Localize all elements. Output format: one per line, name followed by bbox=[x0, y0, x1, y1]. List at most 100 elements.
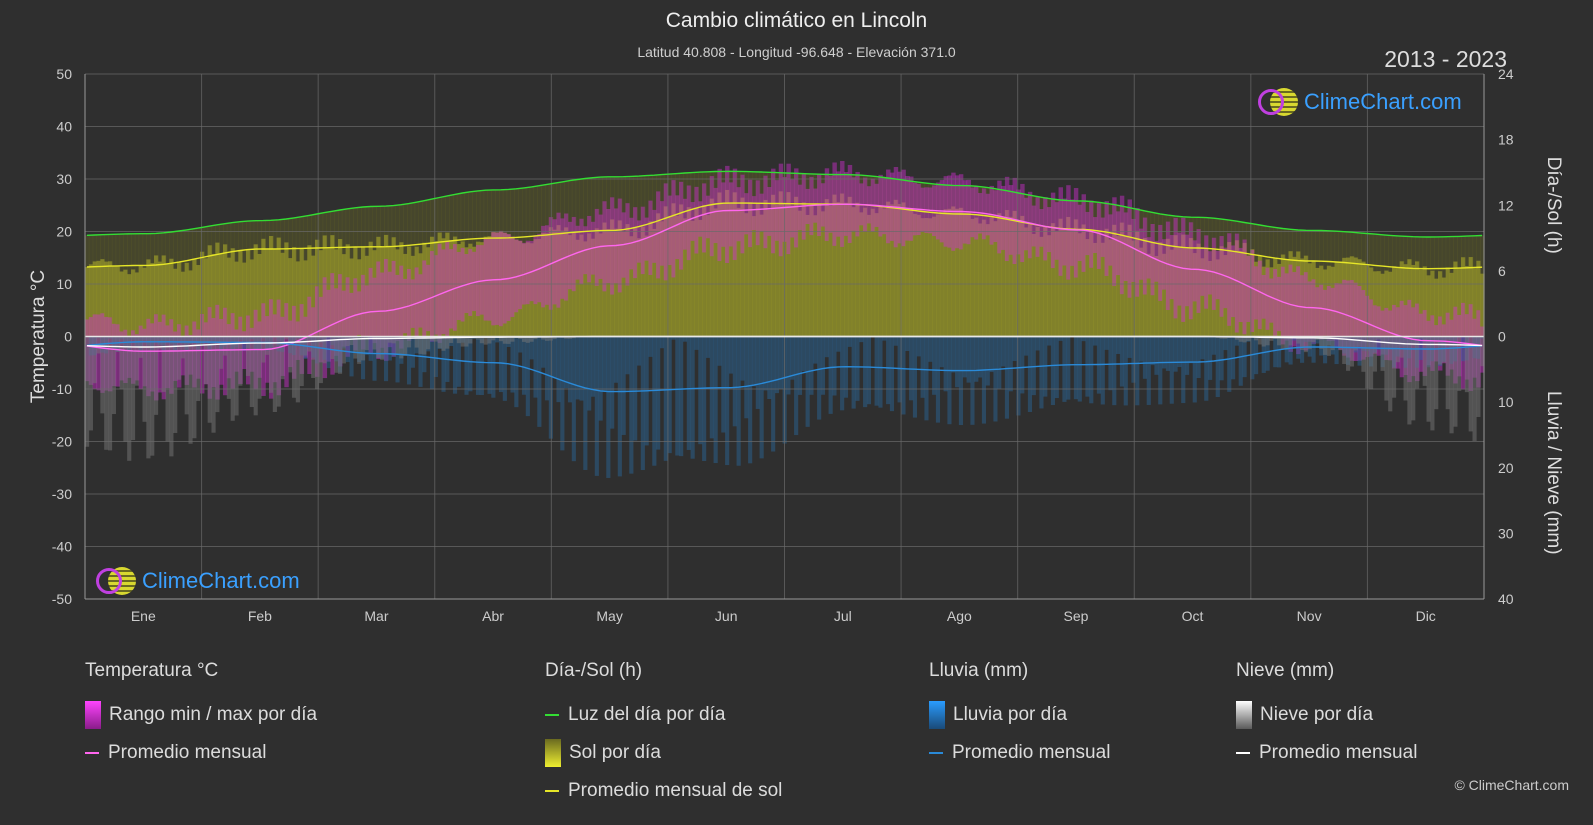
legend-header: Lluvia (mm) bbox=[929, 660, 1029, 681]
sunshine-bar bbox=[1349, 256, 1355, 337]
snow-bar bbox=[150, 336, 155, 456]
sunshine-bar bbox=[985, 224, 991, 337]
rain-bar bbox=[935, 336, 941, 423]
temp-range-bar bbox=[1173, 217, 1178, 319]
legend-temperature: Temperatura °C Rango min / max por día P… bbox=[85, 660, 317, 772]
sunshine-bar bbox=[1250, 249, 1255, 337]
sunshine-bar bbox=[1154, 255, 1159, 337]
legend-label: Promedio mensual bbox=[1259, 742, 1418, 763]
temp-avg-swatch bbox=[85, 752, 99, 754]
sunshine-bar bbox=[1162, 253, 1167, 337]
rain-bar bbox=[537, 336, 542, 427]
rain-bar bbox=[801, 336, 806, 372]
rain-bar bbox=[1192, 336, 1197, 403]
sunshine-bar bbox=[1296, 251, 1301, 337]
left-axis-title: Temperatura °C bbox=[28, 270, 49, 403]
logo-bottom[interactable]: ClimeChart.com bbox=[96, 567, 300, 595]
snow-bar bbox=[1399, 336, 1404, 358]
sunshine-bar bbox=[1315, 267, 1320, 337]
rain-bar bbox=[383, 336, 389, 382]
temp-range-bar bbox=[805, 188, 811, 225]
rain-bar bbox=[740, 336, 745, 381]
sunshine-bar bbox=[705, 215, 711, 337]
rain-bar bbox=[970, 336, 975, 425]
rain-bar bbox=[1242, 336, 1247, 378]
sunshine-bar bbox=[506, 234, 512, 337]
rain-bar bbox=[1142, 336, 1148, 379]
snow-bar bbox=[1411, 336, 1416, 421]
legend-item-snow-avg: Promedio mensual bbox=[1236, 734, 1417, 772]
snow-bar bbox=[1426, 336, 1431, 422]
chart-title: Cambio climático en Lincoln bbox=[665, 9, 928, 32]
sunshine-bar bbox=[905, 207, 910, 337]
temp-range-bar bbox=[702, 183, 707, 253]
sunshine-bar bbox=[1093, 242, 1098, 337]
sunshine-bar bbox=[675, 215, 680, 337]
snow-bar bbox=[211, 336, 216, 433]
rain-bar bbox=[475, 336, 481, 395]
snow-bar bbox=[184, 336, 189, 415]
sunshine-bar bbox=[238, 250, 243, 337]
sunshine-bar bbox=[1077, 233, 1083, 337]
snow-bar bbox=[426, 336, 431, 350]
temp-range-bar bbox=[640, 206, 646, 275]
temp-range-bar bbox=[774, 180, 780, 241]
sunshine-bar bbox=[1085, 239, 1090, 337]
rain-bar bbox=[640, 336, 645, 471]
temp-range-bar bbox=[993, 190, 998, 243]
temp-range-bar bbox=[1227, 233, 1232, 326]
sunshine-bar bbox=[1104, 228, 1109, 337]
snow-bar bbox=[1246, 336, 1251, 341]
sunshine-bar bbox=[564, 227, 569, 337]
sunshine-bar bbox=[123, 269, 128, 337]
rain-bar bbox=[1188, 336, 1194, 364]
snow-bar bbox=[230, 336, 235, 421]
snow-bar bbox=[104, 336, 109, 450]
sunshine-bar bbox=[372, 250, 377, 337]
sunshine-bar bbox=[334, 249, 339, 337]
sunshine-bar bbox=[1127, 224, 1132, 337]
month-label: Feb bbox=[248, 608, 272, 624]
sunshine-bar bbox=[598, 233, 604, 337]
snow-bar bbox=[1422, 336, 1427, 386]
snow-bar bbox=[1449, 336, 1454, 434]
rain-bar bbox=[1315, 336, 1320, 344]
sunshine-bar bbox=[441, 238, 446, 337]
sunshine-bar bbox=[211, 253, 216, 337]
snow-bar bbox=[441, 336, 446, 351]
rain-bar bbox=[924, 336, 929, 421]
snow-avg-swatch bbox=[1236, 752, 1250, 754]
snow-bar bbox=[1395, 336, 1400, 363]
sunshine-bar bbox=[1142, 237, 1148, 337]
rain-bar bbox=[763, 336, 768, 391]
sunshine-bar bbox=[947, 208, 952, 337]
daily-bars bbox=[85, 160, 1485, 478]
rain-bar bbox=[671, 336, 676, 340]
left-tick-label: -50 bbox=[52, 591, 72, 607]
temp-range-bar bbox=[391, 260, 397, 357]
rain-bar bbox=[1158, 336, 1163, 405]
sunshine-bar bbox=[644, 235, 650, 337]
sunshine-bar bbox=[1227, 242, 1232, 337]
temp-range-bar bbox=[441, 249, 446, 335]
sunshine-bar bbox=[1211, 249, 1217, 337]
snow-bar bbox=[1369, 336, 1374, 390]
logo-top[interactable]: ClimeChart.com bbox=[1258, 88, 1462, 116]
temp-range-bar bbox=[1035, 197, 1040, 257]
sunshine-bar bbox=[242, 262, 247, 337]
sunshine-bar bbox=[1070, 228, 1075, 337]
temp-range-bar bbox=[794, 168, 799, 248]
rain-bar bbox=[610, 336, 615, 429]
right-bottom-tick-label: 40 bbox=[1498, 591, 1514, 607]
sunshine-bar bbox=[993, 221, 998, 337]
sunshine-bar bbox=[656, 213, 661, 337]
snow-bar bbox=[1319, 336, 1324, 349]
rain-bar bbox=[889, 336, 895, 412]
snow-bar bbox=[196, 336, 201, 401]
sunshine-bar bbox=[966, 212, 971, 337]
rain-bar bbox=[863, 336, 868, 408]
rain-bar bbox=[495, 336, 500, 343]
rain-bar bbox=[1223, 336, 1228, 351]
temp-range-bar bbox=[656, 191, 661, 279]
legend-item-temp-range: Rango min / max por día bbox=[85, 696, 317, 734]
